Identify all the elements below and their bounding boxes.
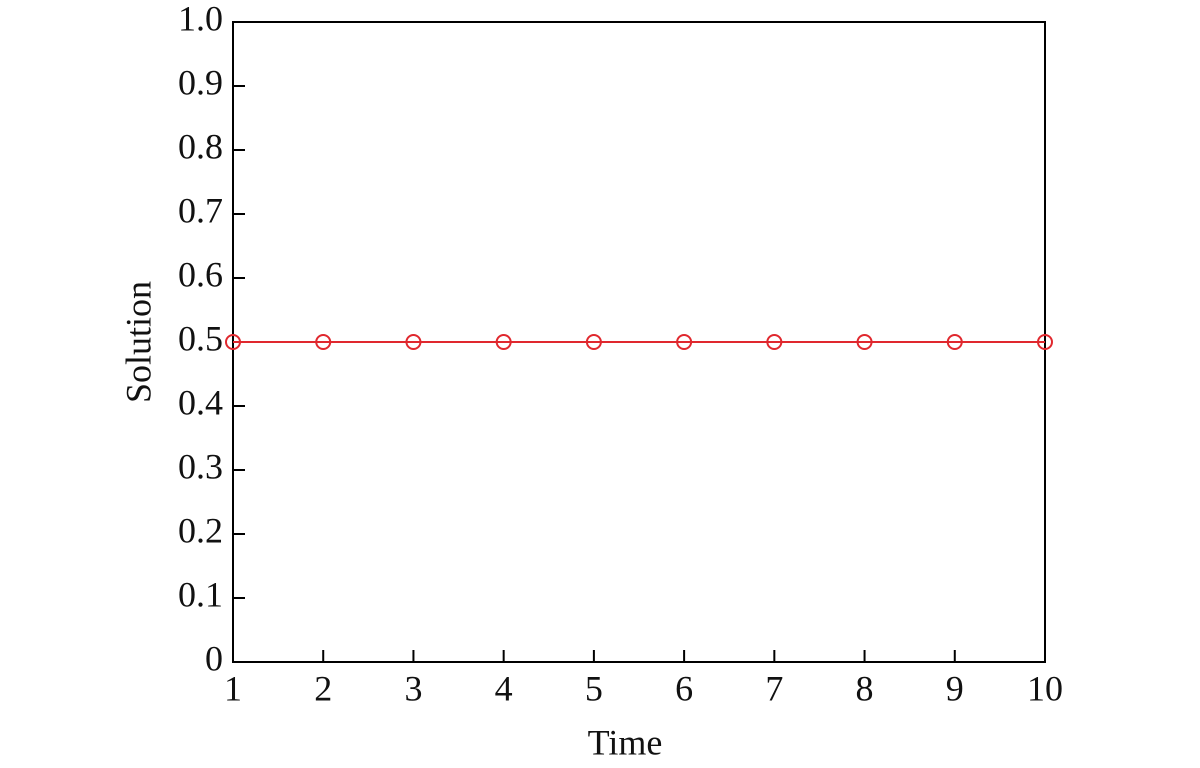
- y-axis-label: Solution: [118, 281, 158, 403]
- x-tick-label: 3: [404, 668, 422, 708]
- x-tick-label: 1: [224, 668, 242, 708]
- point-marker: [405, 334, 422, 350]
- y-tick-label: 0.5: [178, 318, 223, 358]
- y-tick-label: 0.9: [178, 62, 223, 102]
- point-marker: [585, 334, 602, 350]
- point-marker: [315, 334, 332, 350]
- x-tick-label: 8: [856, 668, 874, 708]
- point-marker: [225, 334, 241, 350]
- x-tick-label: 10: [1027, 668, 1063, 708]
- point-marker: [766, 334, 783, 350]
- point-marker: [856, 334, 873, 350]
- y-tick-label: 0.4: [178, 382, 223, 422]
- point-marker: [946, 334, 963, 350]
- y-tick-label: 0.3: [178, 446, 223, 486]
- x-tick-label: 4: [495, 668, 513, 708]
- y-tick-label: 1.0: [178, 0, 223, 38]
- y-tick-label: 0.1: [178, 574, 223, 614]
- x-tick-label: 9: [946, 668, 964, 708]
- y-tick-label: 0.7: [178, 190, 223, 230]
- x-tick-label: 7: [765, 668, 783, 708]
- x-tick-label: 5: [585, 668, 603, 708]
- y-tick-label: 0.8: [178, 126, 223, 166]
- point-marker: [495, 334, 512, 350]
- x-tick-label: 6: [675, 668, 693, 708]
- x-tick-label: 2: [314, 668, 332, 708]
- point-marker: [1037, 334, 1053, 350]
- y-tick-label: 0: [205, 638, 223, 678]
- point-marker: [676, 334, 693, 350]
- y-tick-label: 0.2: [178, 510, 223, 550]
- y-tick-label: 0.6: [178, 254, 223, 294]
- x-axis-label: Time: [588, 722, 663, 762]
